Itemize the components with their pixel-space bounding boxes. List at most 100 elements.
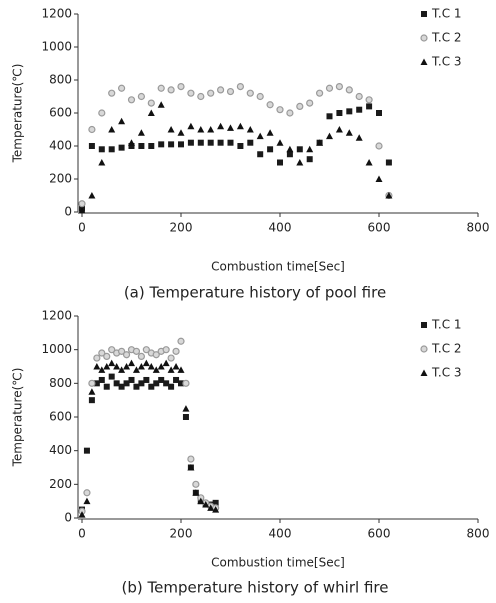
point-square (128, 143, 135, 149)
legend-marker (420, 345, 428, 353)
point-triangle (246, 126, 254, 133)
point-square (153, 380, 160, 387)
legend-label: T.C 1 (431, 7, 462, 21)
point-square (108, 146, 115, 153)
point-triangle (137, 129, 145, 136)
point-square (168, 141, 175, 148)
point-circle (375, 142, 383, 150)
point-square (173, 376, 180, 383)
point-circle (108, 346, 116, 354)
point-square (158, 141, 165, 148)
y-axis-label: Temperature(℃) (11, 368, 25, 468)
point-triangle (227, 124, 234, 131)
point-triangle (345, 129, 353, 136)
point-circle (266, 101, 274, 109)
point-triangle (182, 405, 190, 412)
point-triangle (93, 363, 101, 370)
point-triangle (355, 134, 363, 141)
point-square (227, 139, 234, 146)
point-triangle (192, 489, 200, 496)
point-triangle (207, 126, 215, 133)
point-triangle (296, 159, 304, 166)
point-triangle (177, 366, 185, 373)
point-square (118, 383, 125, 390)
point-square (306, 156, 313, 163)
point-triangle (207, 504, 215, 511)
point-square (118, 144, 125, 151)
point-circle (98, 109, 106, 117)
point-circle (137, 352, 145, 360)
point-triangle (276, 139, 284, 146)
point-triangle (177, 129, 185, 136)
point-triangle (217, 122, 225, 130)
y-tick-label: 0 (64, 205, 72, 219)
y-tick-label: 200 (49, 477, 72, 491)
point-triangle (162, 359, 170, 367)
point-square (247, 139, 254, 146)
point-square (93, 380, 100, 387)
point-square (336, 110, 343, 116)
point-triangle (78, 511, 86, 518)
point-triangle (266, 129, 274, 136)
point-square (148, 383, 155, 390)
point-square (178, 141, 184, 148)
point-circle (117, 347, 126, 355)
point-square (113, 380, 120, 387)
point-circle (306, 99, 314, 107)
y-tick-label: 800 (49, 73, 72, 87)
point-square (123, 380, 130, 387)
point-circle (236, 82, 244, 91)
point-triangle (187, 464, 195, 471)
point-circle (276, 106, 284, 114)
point-square (98, 146, 105, 153)
legend-label: T.C 3 (431, 55, 462, 69)
point-circle (103, 352, 111, 360)
point-circle (217, 86, 225, 94)
point-square (88, 397, 95, 404)
y-tick-label: 600 (49, 410, 72, 424)
point-square (178, 380, 184, 387)
point-triangle (197, 126, 205, 133)
point-triangle (137, 363, 145, 370)
x-tick-label: 600 (368, 221, 391, 235)
point-triangle (286, 145, 294, 153)
legend-label: T.C 2 (431, 31, 462, 45)
point-triangle (187, 122, 195, 130)
y-tick-label: 800 (49, 376, 72, 390)
point-square (163, 380, 170, 387)
point-circle (147, 99, 155, 107)
point-triangle (98, 159, 106, 166)
y-tick-label: 1200 (41, 309, 72, 323)
point-triangle (123, 363, 131, 370)
point-triangle (202, 501, 210, 508)
point-circle (152, 351, 160, 359)
point-circle (88, 379, 96, 387)
x-tick-label: 400 (269, 527, 292, 541)
x-axis-label: Combustion time[Sec] (211, 556, 345, 570)
x-tick-label: 0 (78, 221, 86, 235)
point-square (187, 139, 194, 146)
legend-marker (420, 369, 428, 376)
point-triangle (147, 109, 155, 116)
point-circle (167, 86, 175, 94)
point-triangle (128, 139, 135, 146)
point-circle (88, 125, 96, 134)
point-triangle (316, 139, 324, 146)
point-triangle (147, 363, 155, 370)
point-square (277, 159, 283, 166)
point-triangle (88, 192, 96, 199)
y-axis-label: Temperature(℃) (11, 64, 25, 164)
caption: (b) Temperature history of whirl fire (122, 579, 389, 597)
caption: (a) Temperature history of pool fire (124, 284, 386, 302)
point-circle (108, 89, 116, 97)
point-circle (207, 89, 215, 97)
point-square (103, 383, 110, 390)
point-square (83, 447, 90, 454)
point-circle (286, 109, 294, 117)
point-triangle (118, 366, 126, 373)
y-tick-label: 1200 (41, 7, 72, 21)
legend-marker (420, 34, 428, 42)
x-tick-label: 600 (368, 527, 391, 541)
point-circle (187, 89, 195, 97)
